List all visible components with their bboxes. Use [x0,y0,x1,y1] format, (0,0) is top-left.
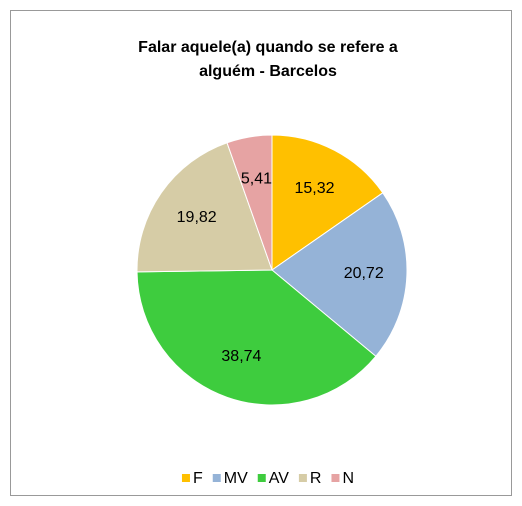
legend-swatch [331,474,340,482]
legend-label: N [342,470,354,487]
legend-swatch [181,474,190,482]
legend-label: F [193,470,203,487]
data-label: 20,72 [344,265,384,282]
legend-item: N [331,470,354,487]
data-label: 5,41 [241,171,272,188]
legend-item: MV [212,470,248,487]
pie-slice [271,134,384,271]
legend-item: R [298,470,322,487]
legend-label: R [310,470,322,487]
legend-item: F [181,470,203,487]
pie-slice [271,192,408,357]
legend-label: MV [224,470,248,487]
chart-title: Falar aquele(a) quando se refere a alguém… [138,39,398,80]
legend-item: AV [257,470,289,487]
legend-label: AV [269,470,289,487]
data-label: 38,74 [221,348,261,365]
data-label: 15,32 [294,180,334,197]
legend-swatch [257,474,266,482]
data-label: 19,82 [177,209,217,226]
legend: F MV AV R N [181,470,354,487]
pie-slice [226,134,273,271]
pie-slice [136,269,377,406]
legend-swatch [212,474,221,482]
legend-swatch [298,474,307,482]
